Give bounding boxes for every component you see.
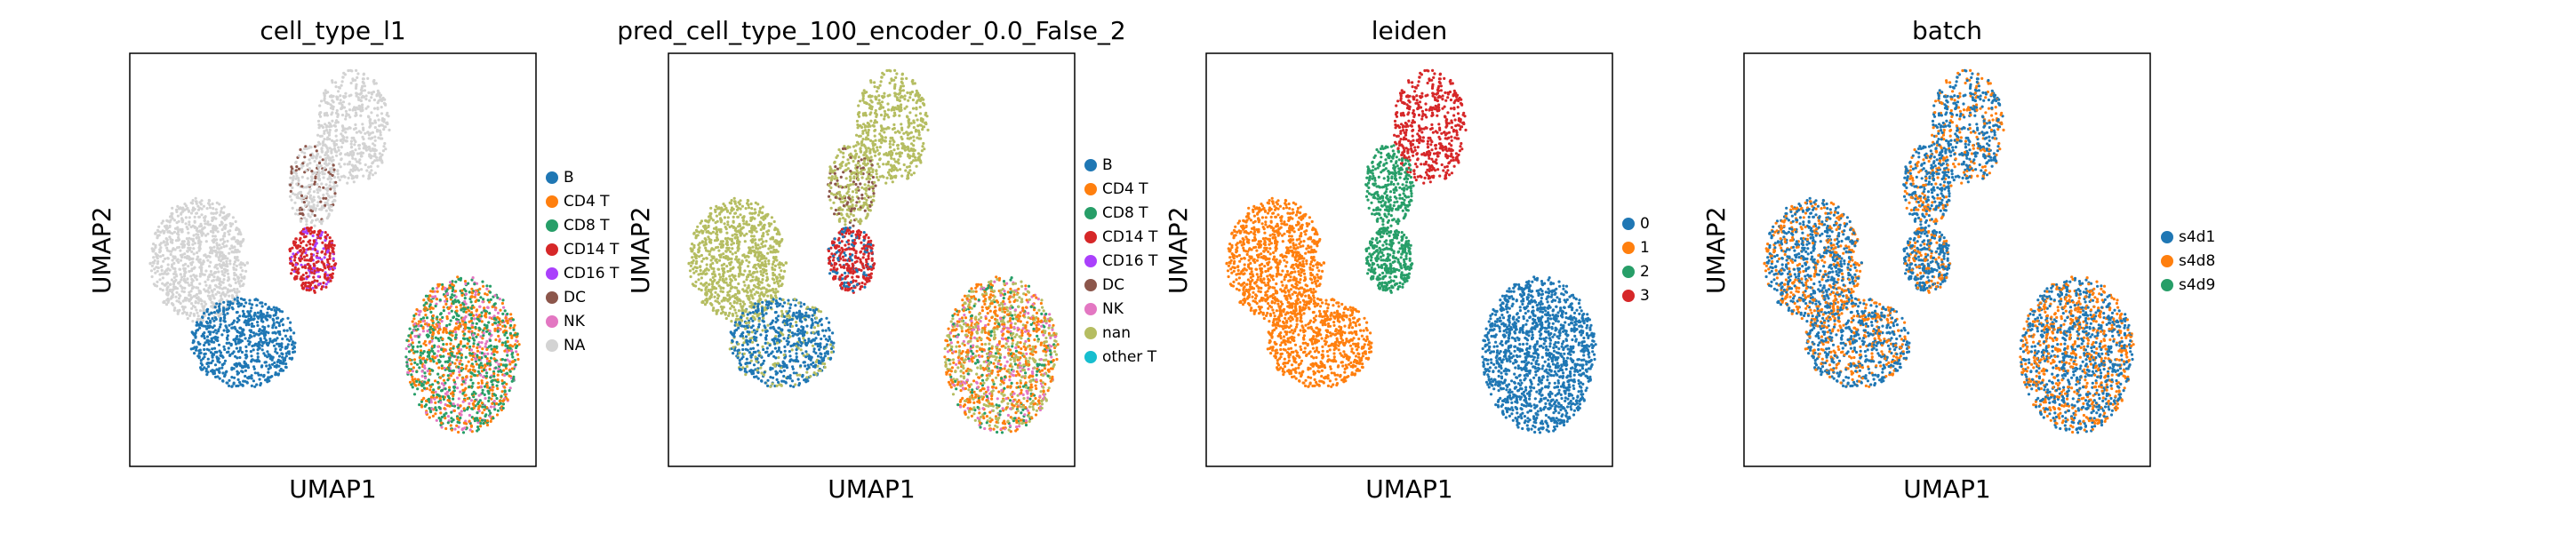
scatter-point (175, 290, 179, 294)
scatter-point (164, 257, 167, 260)
scatter-point (235, 268, 238, 272)
scatter-point (228, 222, 232, 226)
scatter-point (215, 201, 219, 204)
scatter-point (199, 240, 203, 243)
scatter-point (220, 206, 223, 211)
scatter-point (204, 234, 208, 237)
scatter-point (187, 231, 190, 235)
scatter-point (219, 294, 223, 298)
scatter-point (190, 281, 194, 284)
scatter-point (160, 221, 164, 225)
scatter-point (180, 275, 184, 279)
scatter-point (156, 269, 159, 273)
scatter-point (173, 270, 177, 274)
scatter-point (213, 235, 217, 238)
scatter-point (191, 199, 195, 203)
scatter-point (222, 211, 226, 215)
scatter-point (171, 263, 174, 266)
scatter-point (168, 235, 172, 239)
scatter-point (222, 278, 226, 282)
scatter-point (228, 294, 231, 298)
scatter-point (200, 213, 204, 217)
scatter-point (153, 267, 156, 271)
scatter-point (172, 275, 176, 279)
umap-scatter (129, 52, 537, 467)
scatter-point (228, 233, 231, 236)
scatter-point (177, 260, 180, 264)
scatter-point (212, 297, 216, 300)
panel-title: cell_type_l1 (260, 16, 406, 45)
scatter-point (193, 242, 196, 245)
scatter-point (181, 210, 185, 213)
scatter-point (161, 219, 165, 223)
scatter-point (195, 202, 198, 205)
scatter-point (228, 259, 232, 263)
scatter-point (237, 282, 241, 285)
scatter-point (189, 274, 193, 278)
scatter-point (226, 239, 229, 243)
scatter-point (159, 230, 163, 234)
scatter-point (149, 269, 154, 273)
scatter-point (172, 261, 176, 265)
scatter-point (169, 252, 172, 257)
scatter-point (188, 314, 192, 317)
scatter-point (196, 292, 199, 297)
scatter-point (196, 204, 200, 208)
x-axis-label: UMAP1 (289, 474, 377, 504)
scatter-point (204, 222, 207, 226)
scatter-point (186, 316, 189, 321)
scatter-point (228, 262, 232, 266)
